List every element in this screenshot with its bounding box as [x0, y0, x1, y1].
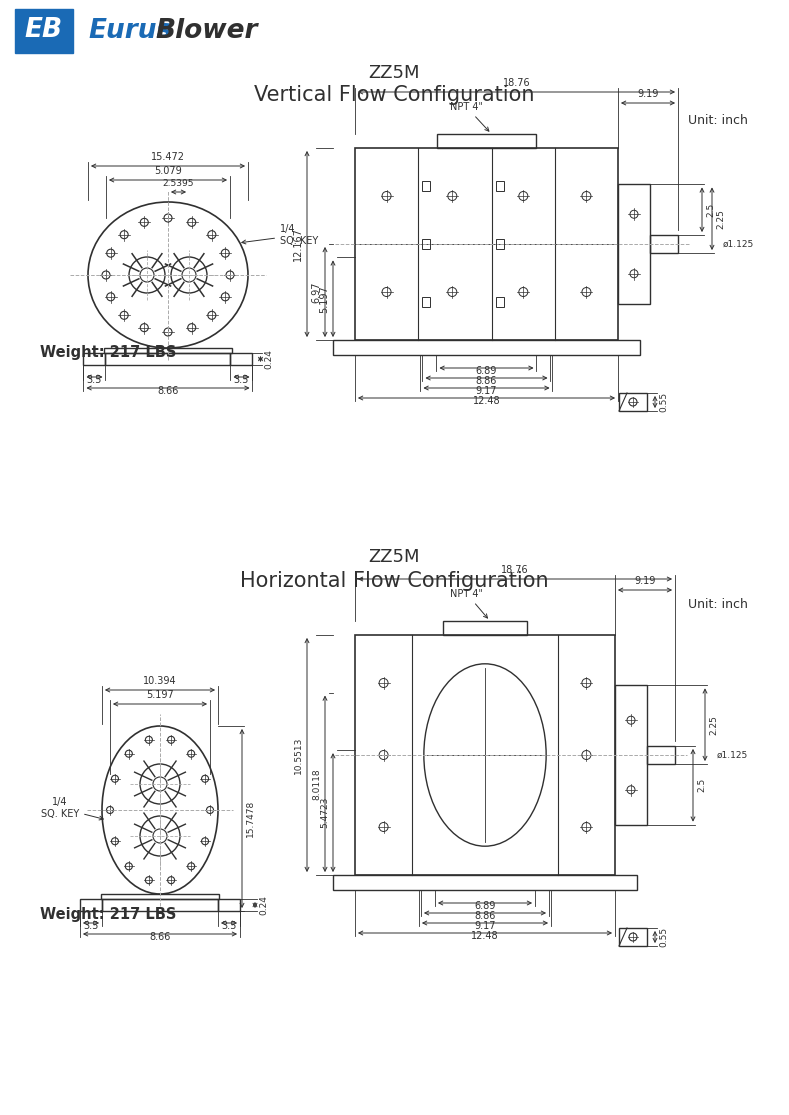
Text: Eurus: Eurus — [88, 18, 172, 43]
Text: Unit: inch: Unit: inch — [688, 114, 748, 126]
Bar — [619, 928, 647, 946]
Text: 0.24: 0.24 — [259, 895, 268, 915]
Text: Weight: 217 LBS: Weight: 217 LBS — [40, 908, 177, 922]
Text: 0.24: 0.24 — [264, 349, 274, 369]
Text: 0.55: 0.55 — [659, 927, 668, 947]
Bar — [84, 353, 106, 365]
Bar — [333, 875, 637, 890]
Text: 3.5: 3.5 — [87, 375, 103, 385]
Text: 9.19: 9.19 — [638, 89, 659, 99]
Text: 2.25: 2.25 — [716, 209, 725, 229]
Bar — [495, 239, 503, 249]
Text: EB: EB — [25, 17, 63, 43]
Text: 15.7478: 15.7478 — [246, 799, 255, 837]
Text: 18.76: 18.76 — [503, 78, 530, 88]
Bar — [618, 184, 650, 303]
Text: 5.197: 5.197 — [319, 284, 329, 312]
Text: NPT 4": NPT 4" — [450, 101, 489, 132]
Text: 9.17: 9.17 — [476, 386, 497, 396]
Text: 8.86: 8.86 — [476, 376, 497, 386]
Text: 2.5: 2.5 — [706, 203, 715, 216]
Bar — [106, 353, 230, 365]
Text: 8.66: 8.66 — [149, 932, 170, 942]
Bar — [495, 297, 503, 307]
Text: 3.5: 3.5 — [84, 921, 99, 931]
Text: 10.394: 10.394 — [143, 676, 177, 686]
Bar — [333, 340, 640, 355]
Bar — [355, 636, 615, 875]
Text: 9.19: 9.19 — [634, 576, 656, 586]
Text: ø1.125: ø1.125 — [723, 240, 754, 249]
Bar — [230, 353, 252, 365]
Text: 3.5: 3.5 — [234, 375, 249, 385]
Bar — [619, 392, 647, 411]
Text: 6.97: 6.97 — [311, 281, 321, 303]
Text: 5.4723: 5.4723 — [320, 797, 329, 828]
Bar — [495, 182, 503, 192]
Text: 2.5: 2.5 — [697, 778, 706, 793]
Bar — [80, 899, 102, 911]
Text: ZZ5M: ZZ5M — [368, 547, 420, 566]
Bar — [650, 235, 678, 253]
Bar — [422, 182, 430, 192]
Bar — [422, 297, 430, 307]
Text: NPT 4": NPT 4" — [451, 589, 488, 618]
Text: 1/4
SQ. KEY: 1/4 SQ. KEY — [41, 797, 103, 820]
Bar — [355, 148, 618, 340]
Text: 10.5513: 10.5513 — [294, 736, 303, 774]
Bar — [647, 746, 675, 764]
Bar — [218, 899, 240, 911]
Text: Blower: Blower — [155, 18, 257, 43]
Text: ø1.125: ø1.125 — [717, 750, 748, 759]
Text: 8.86: 8.86 — [474, 911, 495, 921]
Text: 8.66: 8.66 — [157, 386, 178, 396]
Text: Unit: inch: Unit: inch — [688, 599, 748, 611]
Bar — [615, 686, 647, 825]
Text: ZZ5M: ZZ5M — [368, 64, 420, 83]
Text: 9.17: 9.17 — [474, 921, 495, 931]
Text: 8.0118: 8.0118 — [312, 768, 321, 799]
Bar — [102, 899, 218, 911]
Text: 15.472: 15.472 — [151, 152, 185, 162]
Text: 1/4
SQ. KEY: 1/4 SQ. KEY — [242, 224, 318, 245]
Bar — [15, 9, 73, 54]
Text: 0.55: 0.55 — [659, 392, 668, 413]
Text: 6.89: 6.89 — [474, 901, 495, 911]
Text: 12.48: 12.48 — [473, 396, 500, 406]
Bar — [443, 621, 526, 636]
Text: 2.5395: 2.5395 — [163, 180, 194, 188]
Bar — [101, 894, 219, 899]
Text: 12.167: 12.167 — [293, 227, 303, 261]
Text: 18.76: 18.76 — [501, 565, 529, 575]
Text: 5.079: 5.079 — [154, 166, 182, 176]
Text: 5.197: 5.197 — [146, 690, 174, 700]
Bar — [104, 348, 232, 353]
Text: 2.25: 2.25 — [709, 715, 718, 735]
Bar — [422, 239, 430, 249]
Bar — [436, 134, 537, 148]
Text: 3.5: 3.5 — [221, 921, 237, 931]
Text: Weight: 217 LBS: Weight: 217 LBS — [40, 346, 177, 360]
Text: 6.89: 6.89 — [476, 366, 497, 376]
Text: Horizontal Flow Configuration: Horizontal Flow Configuration — [240, 571, 548, 591]
Text: 12.48: 12.48 — [471, 931, 499, 941]
Text: Vertical Flow Configuration: Vertical Flow Configuration — [254, 85, 534, 105]
